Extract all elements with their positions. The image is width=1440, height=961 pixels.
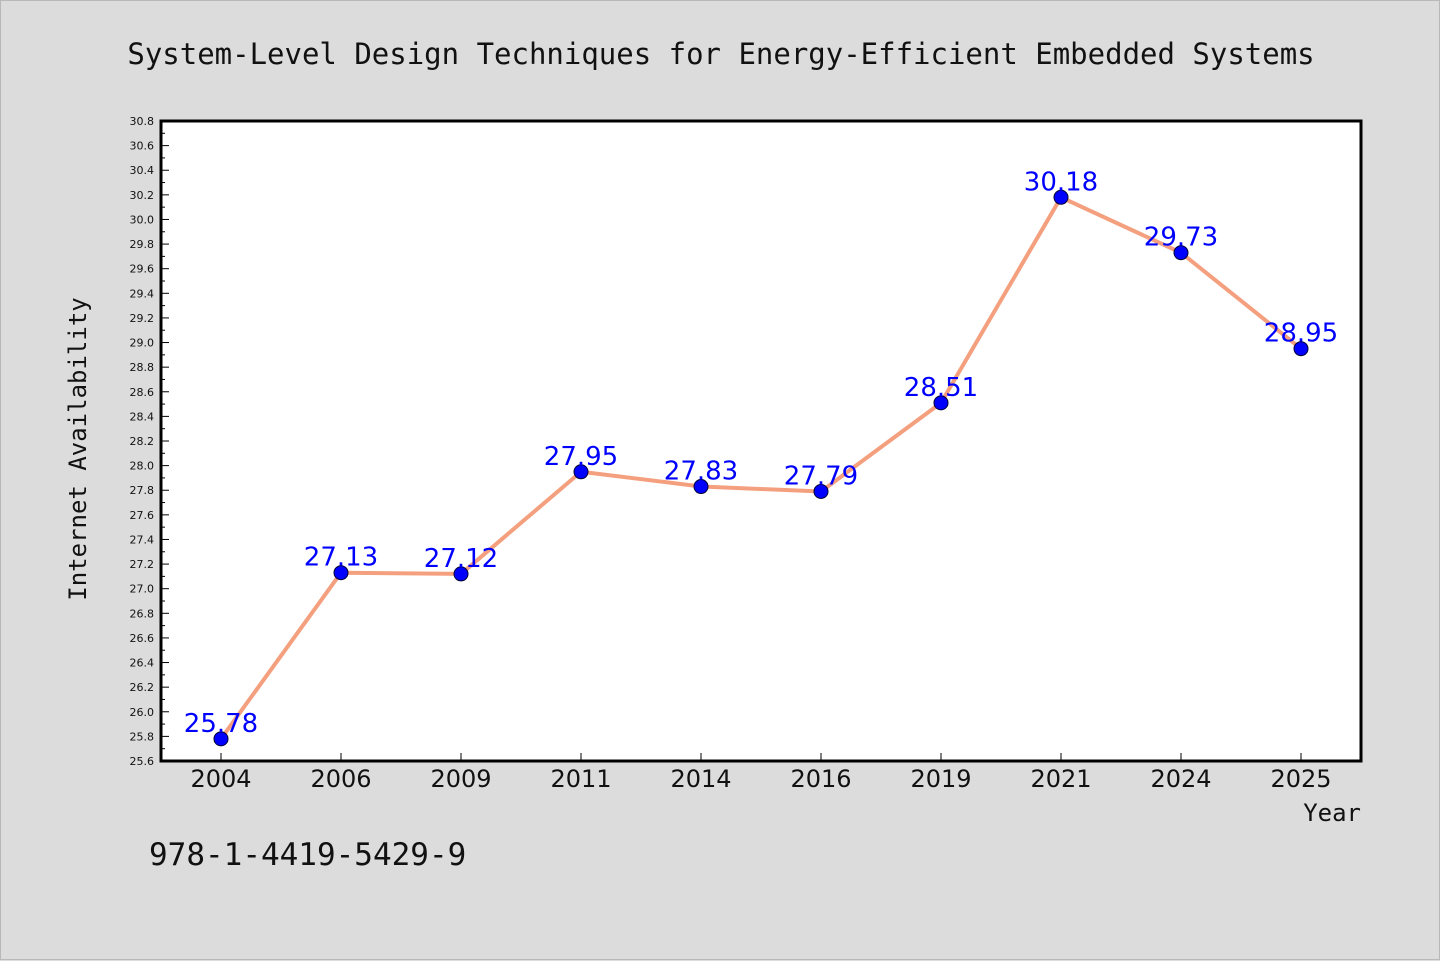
- y-tick-label: 28.8: [130, 361, 155, 374]
- y-tick-label: 29.6: [130, 263, 155, 276]
- x-tick-label: 2021: [1030, 765, 1091, 793]
- y-tick-label: 30.8: [130, 115, 155, 128]
- data-point: [213, 731, 229, 747]
- data-label: 27.83: [664, 457, 738, 487]
- y-tick-label: 25.6: [130, 755, 155, 768]
- y-tick-label: 30.2: [130, 189, 155, 202]
- y-tick-label: 30.4: [130, 164, 155, 177]
- data-label: 27.13: [304, 543, 378, 573]
- y-tick-label: 27.6: [130, 509, 155, 522]
- y-tick-label: 28.4: [130, 410, 155, 423]
- y-tick-label: 29.0: [130, 337, 155, 350]
- x-axis: 2004 2006 2009 2011 2014 2016 2019 2021 2024 2025: [190, 753, 1332, 793]
- data-point: [1053, 189, 1069, 205]
- y-tick-label: 29.4: [130, 287, 155, 300]
- x-tick-label: 2006: [310, 765, 371, 793]
- x-tick-label: 2024: [1150, 765, 1211, 793]
- data-point: [453, 566, 469, 582]
- data-label: 27.95: [544, 442, 618, 472]
- x-tick-label: 2019: [910, 765, 971, 793]
- data-point: [933, 395, 949, 411]
- x-tick-label: 2009: [430, 765, 491, 793]
- y-tick-label: 27.2: [130, 558, 155, 571]
- y-tick-label: 29.2: [130, 312, 155, 325]
- isbn-text: 978-1-4419-5429-9: [149, 837, 466, 873]
- data-label: 27.79: [784, 461, 858, 491]
- y-tick-label: 28.0: [130, 460, 155, 473]
- chart-title: System-Level Design Techniques for Energ…: [127, 37, 1314, 71]
- y-tick-label: 27.4: [130, 533, 155, 546]
- data-point: [333, 565, 349, 581]
- y-tick-label: 26.2: [130, 681, 155, 694]
- data-label: 28.95: [1264, 319, 1338, 349]
- data-point: [813, 483, 829, 499]
- data-point: [1173, 245, 1189, 261]
- y-tick-label: 25.8: [130, 730, 155, 743]
- y-tick-label: 28.6: [130, 386, 155, 399]
- y-tick-label: 26.0: [130, 706, 155, 719]
- x-tick-label: 2016: [790, 765, 851, 793]
- y-tick-label: 29.8: [130, 238, 155, 251]
- data-label: 27.12: [424, 544, 498, 574]
- y-tick-label: 26.4: [130, 657, 155, 670]
- series-line: [219, 195, 1303, 741]
- y-axis: 25.6 25.8 26.0 26.2 26.4 26.6 26.8 27.0 27.2 27.4…: [130, 115, 169, 768]
- data-label: 29.73: [1144, 223, 1218, 253]
- y-tick-label: 30.6: [130, 140, 155, 153]
- y-tick-label: 26.6: [130, 632, 155, 645]
- data-label: 25.78: [184, 709, 258, 739]
- y-tick-label: 28.2: [130, 435, 155, 448]
- x-tick-label: 2011: [550, 765, 611, 793]
- data-label: 28.51: [904, 373, 978, 403]
- series-layer: 25.78 27.13 27.12 27.95 27.83 27.79 28.51 30.18…: [184, 167, 1338, 747]
- y-tick-label: 27.8: [130, 484, 155, 497]
- data-point: [573, 464, 589, 480]
- y-tick-label: 26.8: [130, 607, 155, 620]
- x-axis-title: Year: [1303, 799, 1361, 827]
- y-tick-label: 30.0: [130, 213, 155, 226]
- data-point: [693, 479, 709, 495]
- y-axis-title: Internet Availability: [64, 297, 92, 600]
- x-tick-label: 2014: [670, 765, 731, 793]
- data-label: 30.18: [1024, 167, 1098, 197]
- plot-area: [159, 119, 1363, 763]
- data-point: [1293, 341, 1309, 357]
- y-tick-label: 27.0: [130, 583, 155, 596]
- x-tick-label: 2025: [1270, 765, 1331, 793]
- x-tick-label: 2004: [190, 765, 251, 793]
